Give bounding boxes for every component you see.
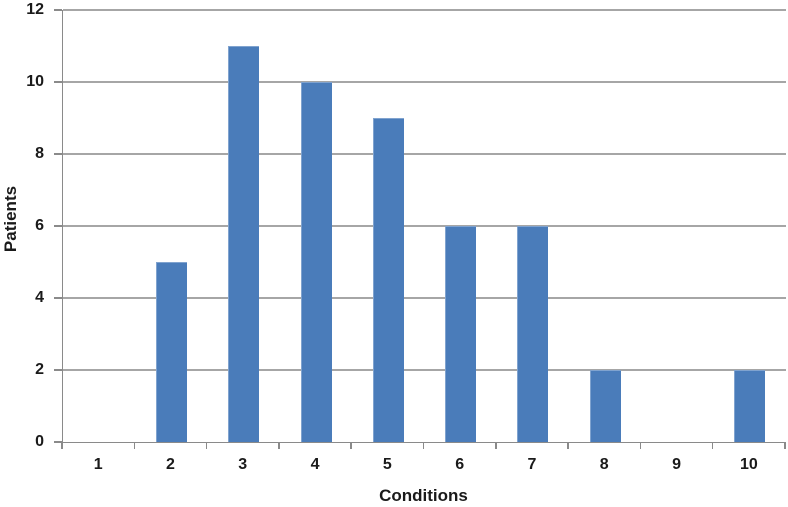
x-tick-mark	[711, 442, 714, 449]
x-tick-mark	[350, 442, 352, 449]
x-tick-label: 4	[310, 456, 320, 473]
x-tick-mark	[205, 442, 208, 449]
x-tick-mark	[61, 442, 63, 449]
gridline	[63, 225, 786, 227]
y-tick-label: 0	[35, 433, 44, 450]
y-tick-mark	[54, 81, 62, 83]
y-tick-mark	[54, 153, 62, 155]
x-tick-label: 2	[165, 456, 175, 473]
gridline	[63, 153, 786, 155]
gridline	[63, 9, 786, 11]
x-tick-mark	[133, 442, 136, 449]
x-tick-label: 1	[93, 456, 103, 473]
bar	[517, 226, 549, 442]
gridline	[63, 369, 786, 371]
x-tick-mark	[567, 442, 569, 449]
gridline	[63, 81, 786, 83]
x-tick-mark	[278, 442, 280, 449]
bar	[300, 82, 332, 442]
y-tick-label: 10	[26, 73, 44, 90]
x-tick-label: 5	[382, 456, 392, 473]
x-tick-label: 7	[527, 456, 537, 473]
x-tick-mark	[639, 442, 642, 449]
bar	[734, 370, 766, 442]
bar	[372, 118, 404, 442]
x-tick-label: 6	[455, 456, 465, 473]
x-tick-mark	[422, 442, 425, 449]
x-tick-mark	[495, 442, 497, 449]
plot-area	[62, 9, 786, 443]
x-tick-label: 3	[238, 456, 248, 473]
y-tick-mark	[54, 225, 62, 227]
bar	[589, 370, 621, 442]
y-tick-mark	[54, 9, 62, 11]
bar	[228, 46, 260, 442]
y-tick-mark	[54, 441, 62, 443]
x-tick-label: 9	[672, 456, 681, 473]
y-tick-label: 12	[26, 1, 44, 18]
y-tick-mark	[54, 369, 62, 371]
y-tick-label: 6	[35, 217, 44, 234]
x-axis-title: Conditions	[379, 486, 468, 505]
bar	[445, 226, 477, 442]
x-tick-label: 8	[599, 456, 609, 473]
y-tick-label: 4	[35, 289, 44, 306]
x-tick-mark	[784, 442, 786, 449]
y-tick-mark	[54, 297, 62, 299]
gridline	[63, 297, 786, 299]
y-tick-label: 2	[35, 361, 44, 378]
y-tick-label: 8	[35, 145, 44, 162]
bar	[155, 262, 187, 442]
x-tick-label: 10	[739, 456, 758, 473]
